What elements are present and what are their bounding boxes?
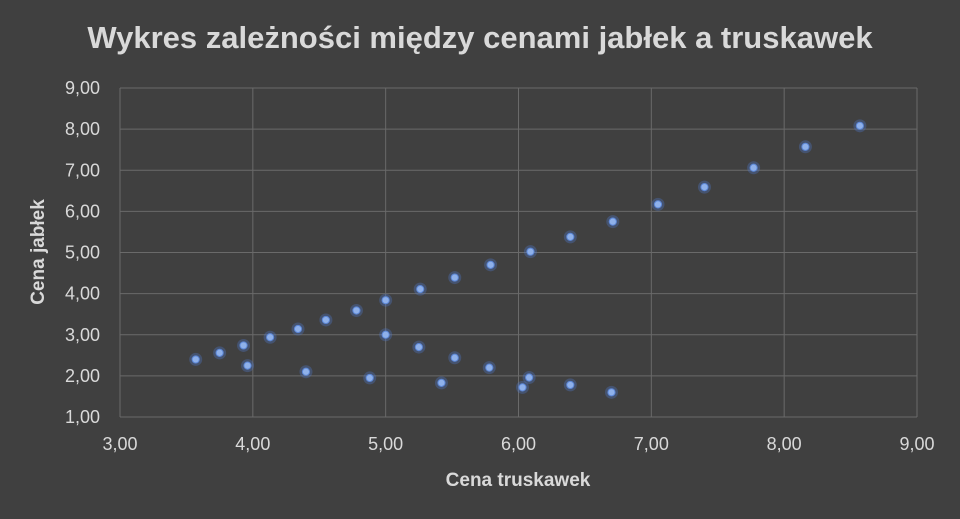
y-tick-label: 1,00 — [65, 407, 100, 427]
data-point — [700, 183, 709, 192]
data-point — [191, 355, 200, 364]
data-point — [266, 333, 275, 342]
data-points — [189, 119, 867, 399]
y-tick-label: 6,00 — [65, 201, 100, 221]
data-point — [518, 383, 527, 392]
data-point — [566, 232, 575, 241]
data-point — [321, 315, 330, 325]
grid-lines — [119, 87, 918, 418]
y-tick-label: 7,00 — [65, 160, 100, 180]
data-point — [855, 121, 864, 130]
x-axis-label: Cena truskawek — [446, 470, 591, 491]
y-tick-label: 2,00 — [65, 366, 100, 386]
data-point — [301, 367, 311, 376]
data-point — [566, 380, 575, 390]
y-tick-label: 4,00 — [65, 284, 100, 304]
y-tick-label: 5,00 — [65, 243, 100, 263]
data-point — [293, 324, 303, 334]
data-point — [239, 341, 248, 350]
x-tick-label: 5,00 — [368, 434, 403, 454]
data-point — [381, 296, 390, 305]
x-tick-label: 8,00 — [767, 434, 802, 454]
x-tick-label: 4,00 — [235, 434, 270, 454]
data-point — [414, 342, 423, 352]
y-tick-label: 8,00 — [65, 119, 100, 139]
x-tick-label: 7,00 — [634, 434, 669, 454]
data-point — [437, 378, 446, 387]
data-point — [607, 388, 616, 397]
x-tick-label: 9,00 — [899, 434, 934, 454]
chart-title: Wykres zależności między cenami jabłek a… — [87, 20, 873, 55]
data-point — [485, 363, 494, 372]
data-point — [450, 353, 459, 362]
y-tick-label: 9,00 — [65, 78, 100, 98]
x-tick-label: 3,00 — [102, 434, 137, 454]
data-point — [525, 373, 534, 382]
data-point — [653, 200, 663, 209]
data-point — [215, 348, 224, 357]
data-point — [381, 330, 390, 339]
data-point — [749, 163, 758, 172]
data-point — [352, 306, 361, 315]
data-point — [486, 260, 495, 269]
y-axis-label: Cena jabłek — [28, 199, 49, 305]
data-point — [416, 285, 425, 294]
data-point — [801, 142, 810, 151]
data-point — [526, 247, 535, 256]
data-point — [365, 373, 374, 383]
data-point — [608, 217, 617, 226]
data-point — [243, 361, 252, 370]
x-tick-label: 6,00 — [501, 434, 536, 454]
data-point — [450, 273, 459, 282]
tick-labels: 3,00 4,00 5,00 6,00 7,00 8,00 9,00 1,00 2,00 3,00… — [65, 78, 935, 454]
y-tick-label: 3,00 — [65, 325, 100, 345]
